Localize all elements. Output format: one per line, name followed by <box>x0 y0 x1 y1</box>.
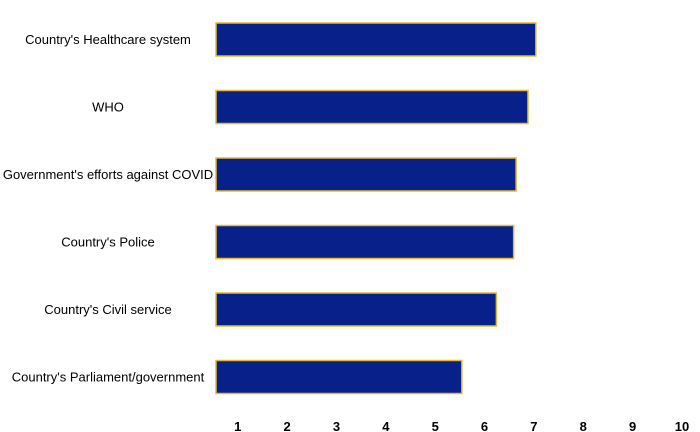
category-label: Country's Police <box>61 234 155 249</box>
x-tick-label: 5 <box>432 419 439 432</box>
x-tick-label: 2 <box>283 419 290 432</box>
category-label: WHO <box>92 99 124 114</box>
x-tick-label: 3 <box>333 419 340 432</box>
bar <box>215 157 517 192</box>
bar <box>215 224 515 260</box>
bar <box>215 22 537 57</box>
bars-group <box>215 22 537 395</box>
category-label: Government's efforts against COVID <box>3 167 213 182</box>
category-label: Country's Civil service <box>44 302 171 317</box>
category-label: Country's Healthcare system <box>25 32 191 47</box>
x-axis-ticks-group: 1 2 3 4 5 6 7 8 9 10 <box>234 419 689 432</box>
x-tick-label: 10 <box>675 419 689 432</box>
x-tick-label: 9 <box>629 419 636 432</box>
bar <box>215 292 498 327</box>
bar <box>215 89 529 125</box>
category-labels-group: Country's Healthcare system WHO Government… <box>3 32 213 385</box>
bar <box>215 359 463 395</box>
x-tick-label: 4 <box>382 419 390 432</box>
x-tick-label: 8 <box>580 419 587 432</box>
category-label: Country's Parliament/government <box>12 369 205 384</box>
x-tick-label: 7 <box>530 419 537 432</box>
x-tick-label: 6 <box>481 419 488 432</box>
x-tick-label: 1 <box>234 419 241 432</box>
